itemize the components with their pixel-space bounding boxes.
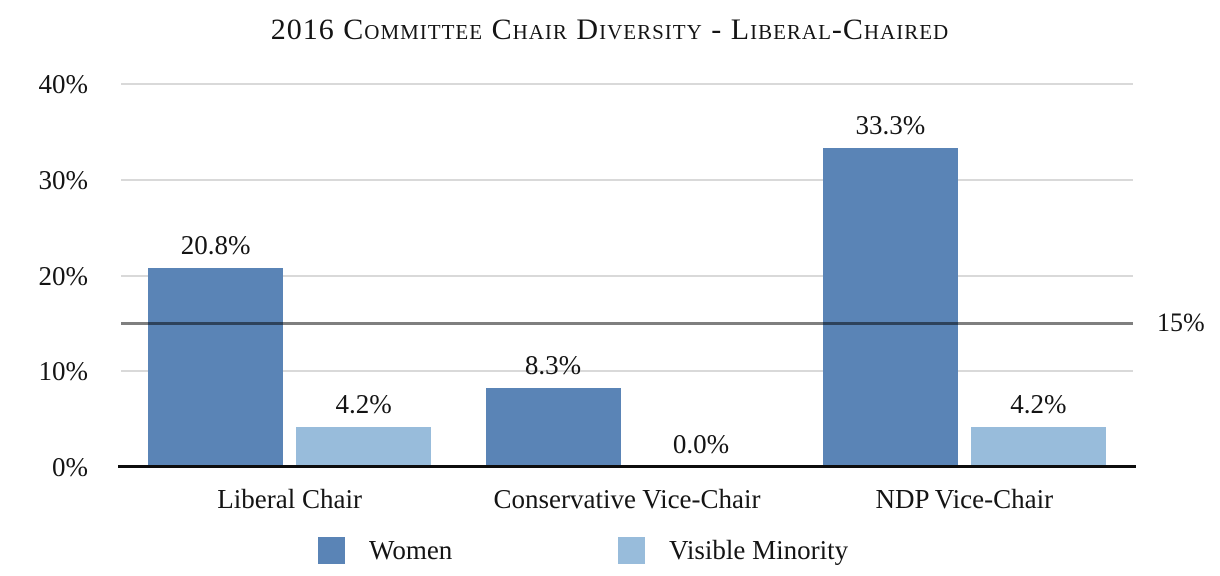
legend-item-visible-minority: Visible Minority	[618, 536, 848, 565]
x-category-label-liberal-chair: Liberal Chair	[217, 484, 362, 514]
value-label-women-conservative-vice-chair: 8.3%	[524, 349, 582, 380]
y-tick-label-10: 10%	[38, 356, 89, 387]
plot-area: 20.8% 4.2% 8.3% 0.0% 33.3% 4.2%	[118, 83, 1136, 468]
reference-line	[121, 321, 1133, 325]
legend-item-women: Women	[318, 536, 452, 565]
gridline-40	[121, 83, 1133, 85]
legend-label-women: Women	[369, 535, 453, 565]
chart-title: 2016 Committee Chair Diversity - Liberal…	[270, 13, 950, 46]
gridline-30	[121, 178, 1133, 181]
value-label-women-liberal-chair: 20.8%	[180, 229, 251, 260]
legend-swatch-visible-minority	[618, 537, 645, 564]
bar-visible-minority-liberal-chair	[296, 426, 432, 467]
bar-women-ndp-vice-chair	[822, 148, 958, 467]
bar-women-liberal-chair	[148, 267, 284, 467]
gridline-20	[121, 274, 1133, 277]
y-tick-label-0: 0%	[52, 452, 88, 482]
legend-label-visible-minority: Visible Minority	[669, 535, 849, 565]
value-label-visible-minority-conservative-vice-chair: 0.0%	[672, 429, 730, 459]
y-tick-label-20: 20%	[38, 260, 89, 291]
reference-line-label: 15%	[1157, 308, 1205, 338]
bar-visible-minority-ndp-vice-chair	[970, 426, 1106, 467]
value-label-visible-minority-ndp-vice-chair: 4.2%	[1010, 388, 1067, 419]
value-label-visible-minority-liberal-chair: 4.2%	[335, 388, 392, 419]
x-category-label-conservative-vice-chair: Conservative Vice-Chair	[493, 484, 761, 514]
y-tick-label-30: 30%	[38, 164, 89, 195]
gridline-10	[121, 370, 1133, 373]
y-tick-label-40: 40%	[38, 69, 89, 99]
legend-swatch-women	[318, 537, 345, 564]
bar-women-conservative-vice-chair	[485, 387, 621, 467]
x-axis-line	[118, 465, 1136, 468]
x-category-label-ndp-vice-chair: NDP Vice-Chair	[875, 484, 1054, 514]
value-label-women-ndp-vice-chair: 33.3%	[855, 110, 926, 141]
